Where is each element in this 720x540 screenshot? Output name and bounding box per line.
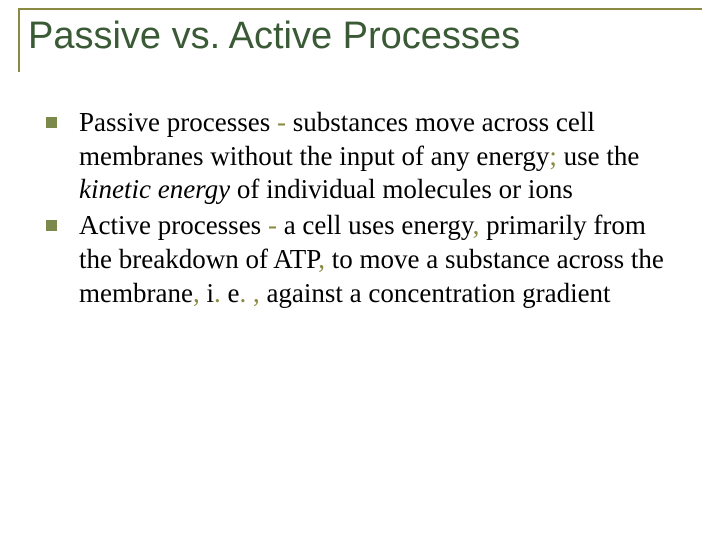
text-run: of individual molecules or ions bbox=[230, 174, 573, 204]
list-item: Active processes - a cell uses energy, p… bbox=[46, 209, 682, 310]
text-run: i bbox=[206, 278, 214, 308]
text-run: use the bbox=[564, 141, 640, 171]
text-run: a cell uses energy bbox=[284, 210, 473, 240]
text-separator: , bbox=[473, 210, 487, 240]
text-italic: kinetic energy bbox=[79, 174, 230, 204]
slide-body: Passive processes - substances move acro… bbox=[18, 106, 702, 311]
text-separator: ; bbox=[549, 141, 563, 171]
bullet-text: Passive processes - substances move acro… bbox=[79, 106, 682, 207]
text-separator: , bbox=[318, 244, 332, 274]
text-separator: . bbox=[214, 278, 228, 308]
text-separator: - bbox=[277, 107, 293, 137]
slide: Passive vs. Active Processes Passive pro… bbox=[0, 0, 720, 540]
text-run: against a concentration gradient bbox=[266, 278, 610, 308]
text-separator: - bbox=[268, 210, 284, 240]
text-separator: , bbox=[193, 278, 207, 308]
bullet-square-icon bbox=[46, 117, 57, 128]
bullet-square-icon bbox=[46, 220, 57, 231]
text-run: Passive processes bbox=[79, 107, 277, 137]
bullet-text: Active processes - a cell uses energy, p… bbox=[79, 209, 682, 310]
list-item: Passive processes - substances move acro… bbox=[46, 106, 682, 207]
slide-title: Passive vs. Active Processes bbox=[28, 16, 702, 58]
text-run: Active processes bbox=[79, 210, 268, 240]
title-frame: Passive vs. Active Processes bbox=[18, 8, 702, 72]
text-separator: . , bbox=[239, 278, 266, 308]
text-run: e bbox=[227, 278, 239, 308]
